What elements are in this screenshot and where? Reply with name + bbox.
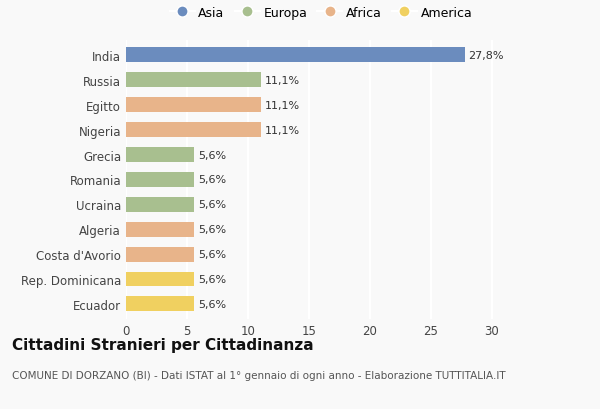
Bar (126, 222, 194, 237)
Bar (126, 272, 194, 287)
Text: 5,6%: 5,6% (198, 299, 226, 309)
Text: COMUNE DI DORZANO (BI) - Dati ISTAT al 1° gennaio di ogni anno - Elaborazione TU: COMUNE DI DORZANO (BI) - Dati ISTAT al 1… (12, 370, 506, 380)
Text: 5,6%: 5,6% (198, 225, 226, 235)
Text: 5,6%: 5,6% (198, 274, 226, 284)
Bar (126, 73, 261, 88)
Text: 5,6%: 5,6% (198, 200, 226, 210)
Bar (126, 48, 465, 63)
Bar (126, 247, 194, 262)
Text: Cittadini Stranieri per Cittadinanza: Cittadini Stranieri per Cittadinanza (12, 337, 314, 353)
Legend: Asia, Europa, Africa, America: Asia, Europa, Africa, America (167, 4, 475, 22)
Bar (126, 297, 194, 312)
Bar (126, 148, 194, 162)
Text: 11,1%: 11,1% (265, 76, 300, 85)
Bar (126, 98, 261, 113)
Bar (126, 197, 194, 212)
Text: 27,8%: 27,8% (469, 51, 504, 61)
Text: 5,6%: 5,6% (198, 150, 226, 160)
Text: 5,6%: 5,6% (198, 249, 226, 259)
Bar (126, 123, 261, 138)
Bar (126, 173, 194, 187)
Text: 11,1%: 11,1% (265, 101, 300, 110)
Text: 5,6%: 5,6% (198, 175, 226, 185)
Text: 11,1%: 11,1% (265, 125, 300, 135)
